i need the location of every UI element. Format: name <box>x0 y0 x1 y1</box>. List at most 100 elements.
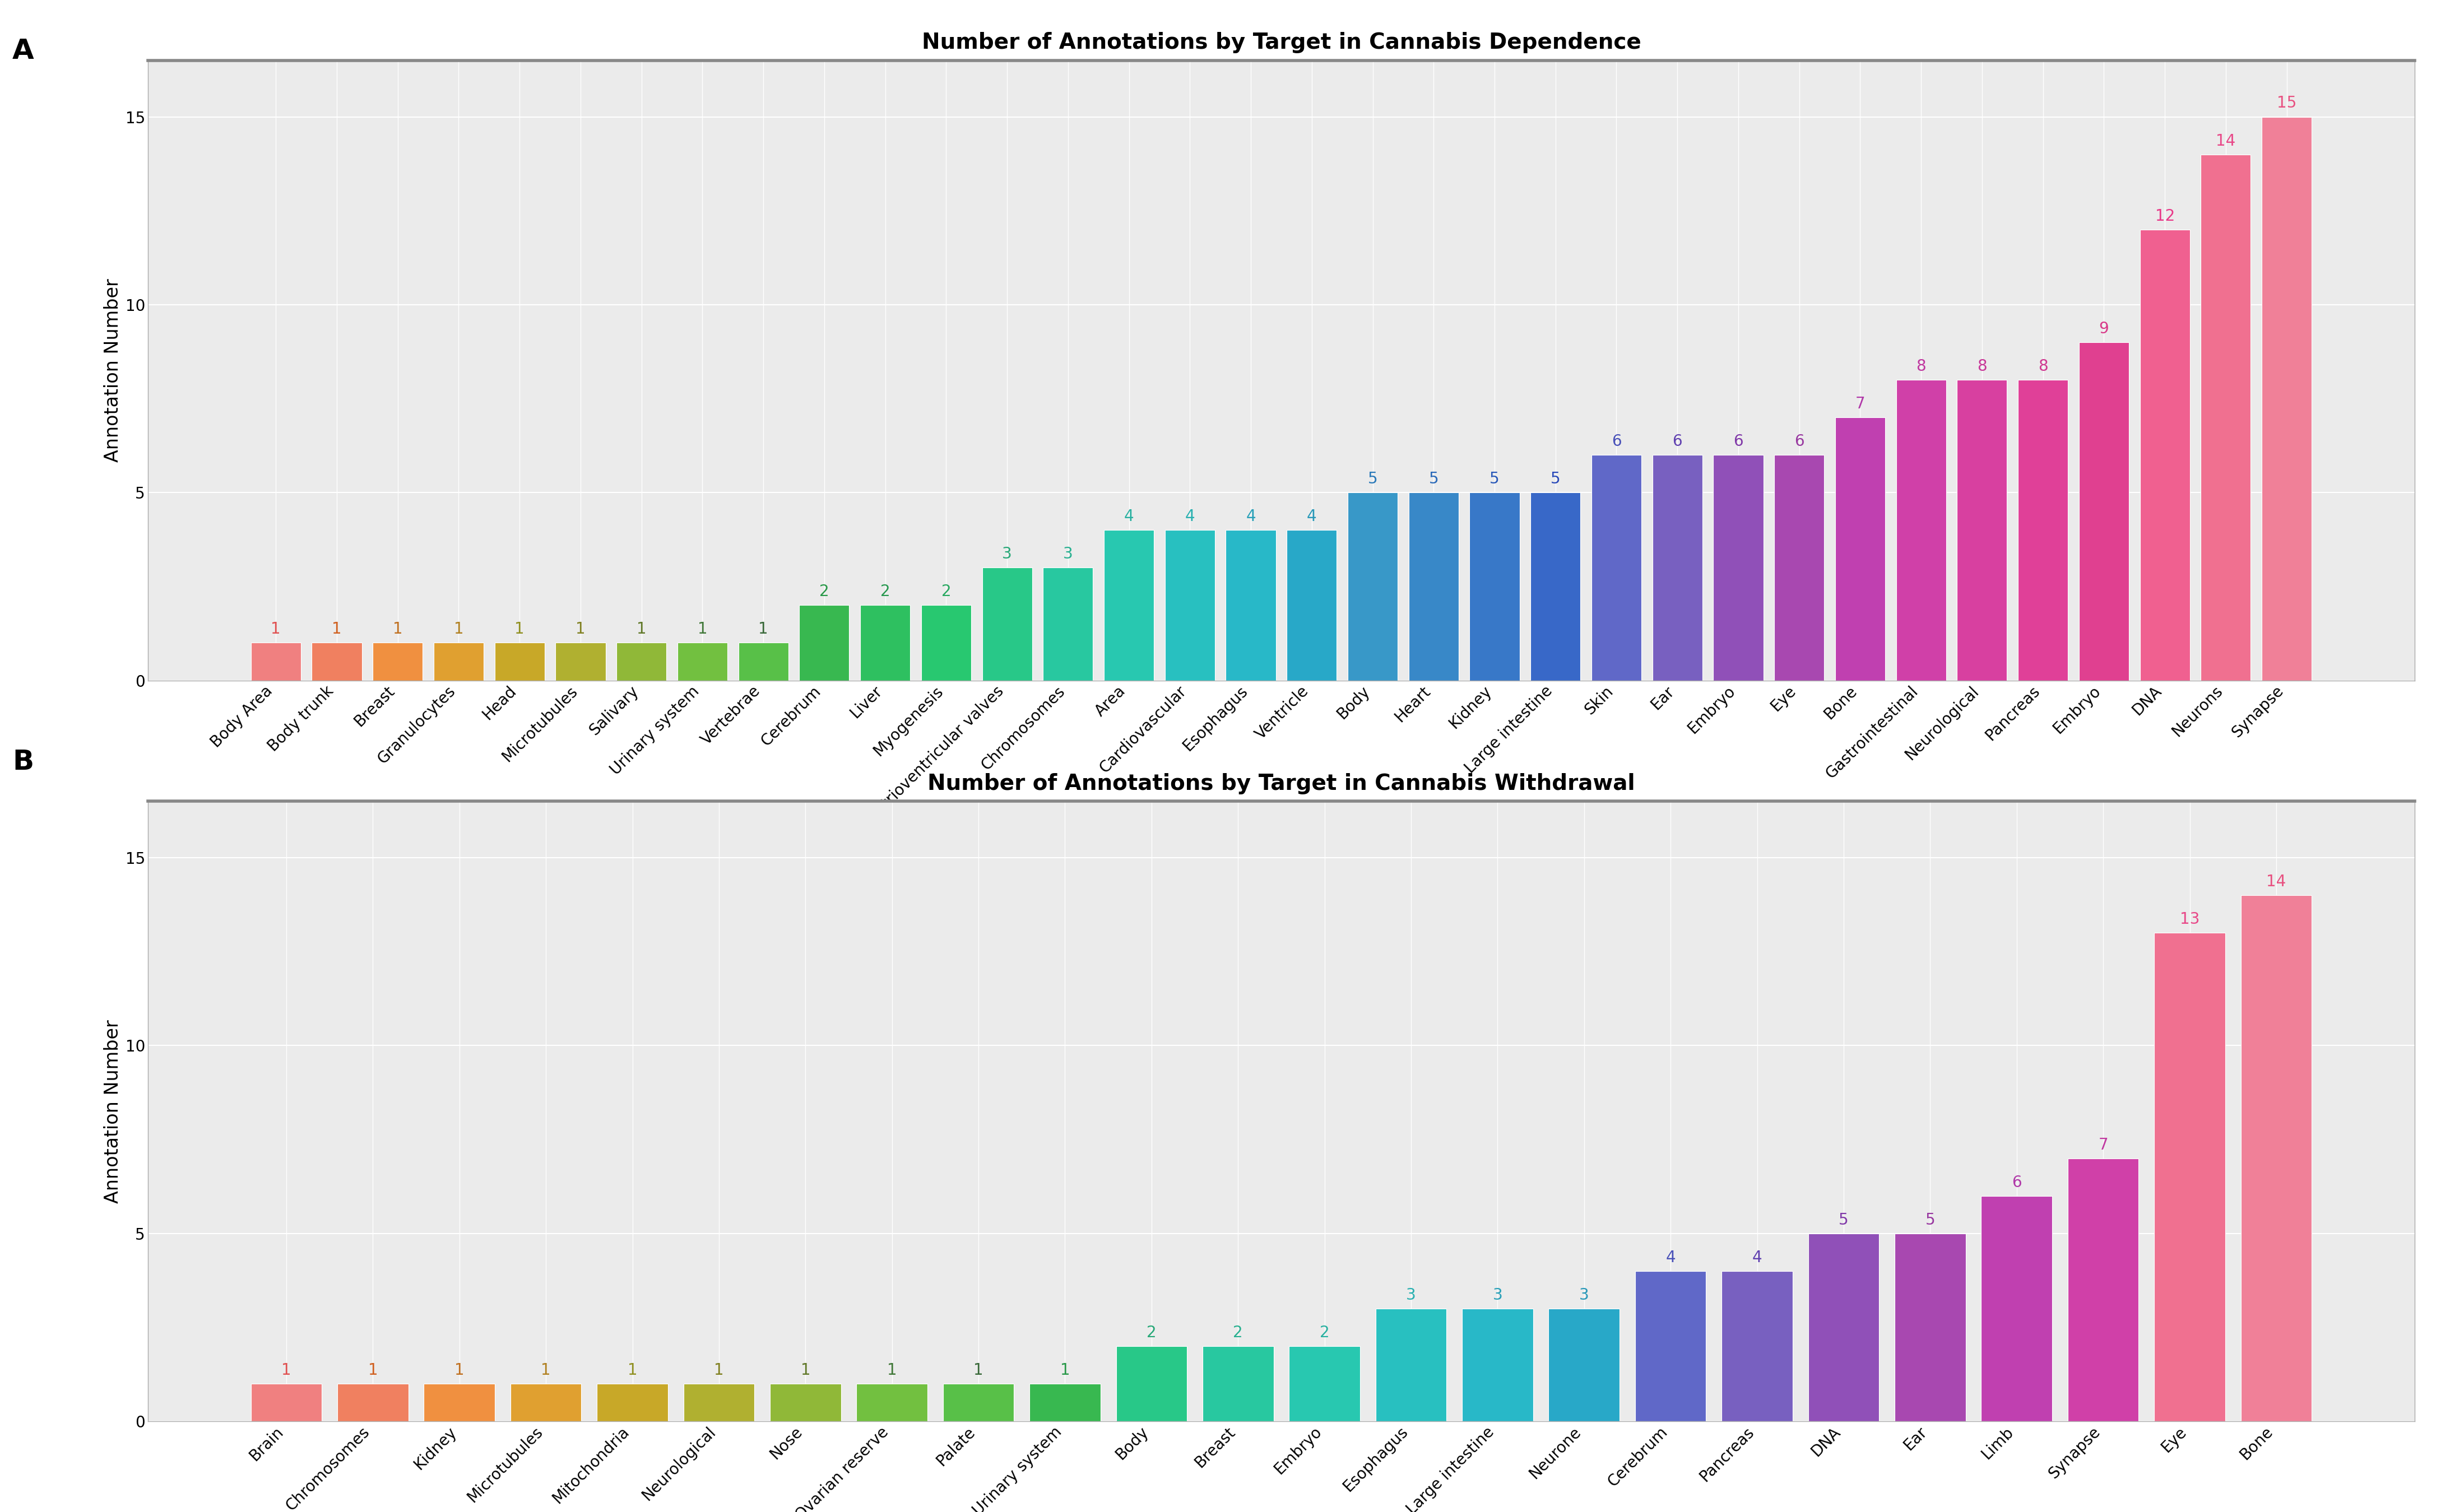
Text: 4: 4 <box>1124 510 1133 525</box>
Text: 1: 1 <box>973 1362 983 1377</box>
Y-axis label: Annotation Number: Annotation Number <box>103 1019 123 1204</box>
Text: 15: 15 <box>2277 95 2296 112</box>
Bar <box>857 1383 926 1421</box>
Text: 6: 6 <box>1673 434 1683 449</box>
Text: 8: 8 <box>1976 358 1986 373</box>
Bar <box>338 1383 409 1421</box>
Text: 3: 3 <box>1493 1287 1503 1303</box>
Text: A: A <box>12 38 34 65</box>
Title: Number of Annotations by Target in Cannabis Withdrawal: Number of Annotations by Target in Canna… <box>926 773 1636 794</box>
Y-axis label: Annotation Number: Annotation Number <box>103 278 123 463</box>
Text: 8: 8 <box>1917 358 1927 373</box>
Bar <box>860 605 909 680</box>
Bar <box>1895 1234 1966 1421</box>
Bar <box>1809 1234 1880 1421</box>
Bar <box>434 643 483 680</box>
Bar <box>1547 1308 1619 1421</box>
Bar <box>1225 531 1276 680</box>
Text: 5: 5 <box>1368 472 1377 487</box>
Bar <box>1530 493 1579 680</box>
Bar <box>2080 342 2129 680</box>
Text: 13: 13 <box>2181 912 2200 927</box>
Bar <box>798 605 850 680</box>
Text: 1: 1 <box>392 621 402 637</box>
Bar <box>313 643 362 680</box>
Text: 5: 5 <box>1924 1213 1934 1228</box>
Bar <box>1116 1346 1188 1421</box>
Bar <box>1165 531 1215 680</box>
Text: 1: 1 <box>453 621 463 637</box>
Text: 3: 3 <box>1003 546 1013 562</box>
Text: 1: 1 <box>281 1362 291 1377</box>
Bar <box>2018 380 2067 680</box>
Bar <box>1774 455 1823 680</box>
Text: 1: 1 <box>1060 1362 1069 1377</box>
Bar <box>2240 895 2311 1421</box>
Bar <box>1409 493 1459 680</box>
Text: 6: 6 <box>1611 434 1621 449</box>
Bar <box>683 1383 754 1421</box>
Bar <box>1042 567 1094 680</box>
Text: 2: 2 <box>1321 1325 1331 1341</box>
Text: 1: 1 <box>636 621 646 637</box>
Text: 1: 1 <box>333 621 342 637</box>
Text: 1: 1 <box>515 621 525 637</box>
Text: 14: 14 <box>2215 133 2235 148</box>
Bar <box>1592 455 1641 680</box>
Text: 1: 1 <box>801 1362 811 1377</box>
Bar <box>983 567 1032 680</box>
Text: 1: 1 <box>759 621 769 637</box>
Text: 5: 5 <box>1838 1213 1848 1228</box>
Text: 4: 4 <box>1666 1250 1676 1266</box>
Bar <box>739 643 788 680</box>
Bar <box>944 1383 1015 1421</box>
Bar <box>1104 531 1153 680</box>
Bar <box>1897 380 1947 680</box>
Bar <box>1836 417 1885 680</box>
Bar <box>1722 1272 1794 1421</box>
Text: 7: 7 <box>1855 396 1865 411</box>
Bar <box>1469 493 1520 680</box>
Bar <box>616 643 665 680</box>
Text: 7: 7 <box>2099 1137 2109 1152</box>
Bar <box>510 1383 582 1421</box>
Bar <box>2067 1158 2139 1421</box>
Text: 6: 6 <box>1732 434 1742 449</box>
Bar <box>769 1383 840 1421</box>
Text: 1: 1 <box>628 1362 638 1377</box>
Text: 1: 1 <box>697 621 707 637</box>
Bar <box>251 1383 323 1421</box>
Bar <box>1981 1196 2053 1421</box>
Bar <box>596 1383 668 1421</box>
Bar <box>1956 380 2008 680</box>
Text: 1: 1 <box>715 1362 724 1377</box>
Bar <box>1202 1346 1274 1421</box>
Bar <box>2200 154 2250 680</box>
Text: 5: 5 <box>1429 472 1439 487</box>
Text: 1: 1 <box>453 1362 463 1377</box>
Bar <box>1289 1346 1360 1421</box>
Text: 6: 6 <box>1794 434 1804 449</box>
Bar <box>678 643 727 680</box>
Text: 3: 3 <box>1407 1287 1417 1303</box>
Text: 2: 2 <box>880 584 890 600</box>
Text: 4: 4 <box>1752 1250 1762 1266</box>
Text: 9: 9 <box>2099 321 2109 337</box>
Text: 5: 5 <box>1491 472 1501 487</box>
Text: 12: 12 <box>2156 209 2176 224</box>
Text: 1: 1 <box>367 1362 377 1377</box>
Text: 4: 4 <box>1185 510 1195 525</box>
Bar <box>372 643 424 680</box>
Text: 2: 2 <box>821 584 830 600</box>
Bar <box>495 643 545 680</box>
Text: 3: 3 <box>1062 546 1072 562</box>
Bar <box>1286 531 1338 680</box>
Bar <box>1375 1308 1446 1421</box>
Bar <box>251 643 301 680</box>
Text: 4: 4 <box>1247 510 1257 525</box>
Text: 4: 4 <box>1306 510 1316 525</box>
Bar <box>554 643 606 680</box>
Bar <box>1348 493 1397 680</box>
Bar <box>1712 455 1764 680</box>
Bar <box>1653 455 1703 680</box>
